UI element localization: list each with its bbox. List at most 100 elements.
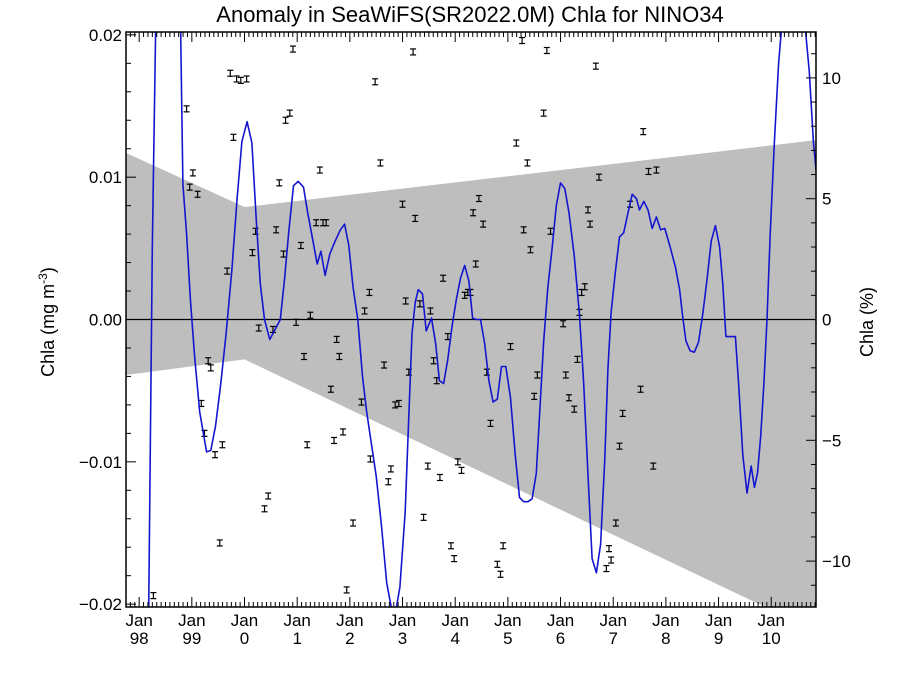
- data-point: [616, 442, 623, 450]
- data-point: [395, 399, 402, 408]
- data-point: [640, 128, 647, 136]
- data-point: [219, 441, 226, 449]
- data-point: [205, 357, 212, 365]
- data-point: [427, 307, 434, 315]
- y-tick-label: 0.01: [89, 168, 122, 187]
- data-point: [336, 352, 343, 361]
- data-point: [653, 166, 660, 174]
- data-point: [436, 473, 443, 482]
- x-tick-label-year: 5: [503, 629, 512, 648]
- y-axis-right: 10 5 0 −5 −10: [806, 53, 851, 586]
- x-tick-label: Jan: [283, 611, 310, 630]
- data-point: [249, 249, 256, 257]
- data-point: [500, 542, 507, 550]
- data-point: [304, 441, 311, 449]
- x-tick-label: Jan: [125, 611, 152, 630]
- data-point: [186, 183, 193, 191]
- data-point: [207, 364, 214, 372]
- data-point: [377, 159, 384, 167]
- data-point: [472, 260, 479, 268]
- data-point: [560, 320, 567, 328]
- data-point: [592, 62, 599, 70]
- data-point: [458, 466, 465, 474]
- data-point: [637, 385, 644, 393]
- data-point: [297, 241, 304, 250]
- data-point: [565, 394, 572, 402]
- y2-tick-label: 10: [822, 69, 841, 88]
- y2-tick-label: −10: [822, 552, 851, 571]
- data-point: [230, 133, 237, 141]
- data-point: [574, 355, 581, 363]
- x-tick-label-year: 8: [661, 629, 670, 648]
- data-point: [331, 436, 338, 445]
- data-point: [216, 539, 223, 547]
- data-point: [183, 105, 190, 113]
- uncertainty-band: [126, 140, 816, 607]
- x-tick-label-year: 3: [398, 629, 407, 648]
- y2-tick-label: −5: [822, 431, 841, 450]
- data-point: [350, 519, 357, 527]
- data-point: [513, 139, 520, 147]
- data-point: [316, 166, 323, 174]
- data-point: [451, 555, 458, 563]
- data-point: [289, 45, 296, 53]
- data-point: [424, 462, 431, 470]
- data-point: [273, 226, 280, 234]
- data-point: [255, 324, 262, 332]
- data-point: [540, 109, 547, 117]
- data-point: [608, 556, 615, 564]
- data-point: [507, 342, 514, 351]
- data-point: [224, 267, 231, 275]
- data-point: [307, 311, 314, 319]
- x-tick-label: Jan: [389, 611, 416, 630]
- data-point: [619, 409, 626, 418]
- data-point: [399, 200, 406, 208]
- data-point: [587, 220, 594, 228]
- x-tick-label-year: 0: [240, 629, 249, 648]
- data-point: [392, 401, 399, 409]
- data-point: [286, 109, 293, 117]
- data-point: [282, 116, 289, 124]
- y2-tick-label: 5: [822, 190, 831, 209]
- x-tick-label: Jan: [441, 611, 468, 630]
- data-point: [650, 462, 657, 470]
- data-point: [333, 335, 340, 344]
- data-point: [372, 78, 379, 86]
- data-point: [410, 48, 417, 56]
- chart-title: Anomaly in SeaWiFS(SR2022.0M) Chla for N…: [216, 2, 723, 27]
- data-point: [487, 419, 494, 427]
- data-point: [412, 214, 419, 223]
- data-point: [361, 307, 368, 315]
- data-point: [420, 513, 427, 521]
- data-point: [527, 246, 534, 254]
- data-point: [340, 428, 347, 436]
- data-points: [150, 36, 660, 600]
- data-point: [562, 371, 569, 379]
- data-point: [358, 398, 365, 406]
- x-tick-label-year: 10: [762, 629, 781, 648]
- x-tick-label: Jan: [652, 611, 679, 630]
- data-point: [606, 545, 612, 553]
- data-point: [261, 505, 268, 513]
- data-point: [475, 194, 482, 203]
- data-point: [385, 478, 392, 486]
- y-axis-label: Chla (mg m-3): [36, 267, 58, 377]
- data-point: [520, 226, 527, 234]
- x-tick-label: Jan: [547, 611, 574, 630]
- x-tick-label-year: 99: [182, 629, 201, 648]
- data-point: [571, 405, 578, 413]
- x-tick-label: Jan: [600, 611, 627, 630]
- x-tick-label-year: 98: [130, 629, 149, 648]
- data-point: [547, 227, 554, 235]
- data-point: [447, 542, 454, 550]
- data-point: [189, 169, 196, 177]
- data-point: [612, 519, 619, 527]
- data-point: [595, 173, 602, 181]
- data-point: [323, 219, 330, 227]
- data-point: [343, 586, 350, 594]
- x-tick-label-year: 9: [714, 629, 723, 648]
- data-point: [233, 75, 240, 83]
- data-point: [494, 560, 501, 568]
